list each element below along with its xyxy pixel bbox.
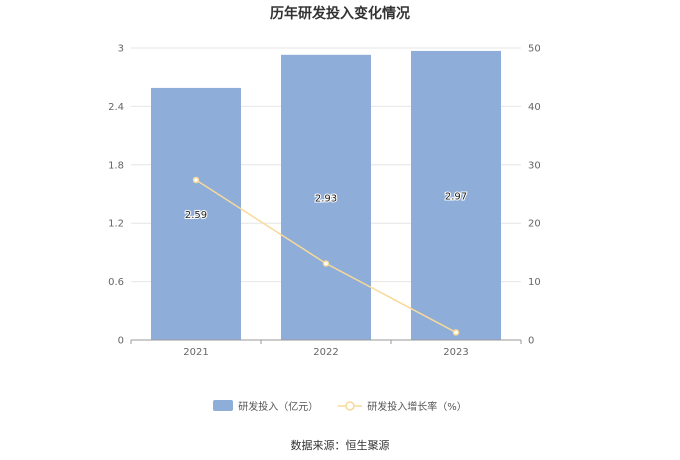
y-right-tick-label: 40 — [528, 102, 541, 113]
y-right-tick-label: 30 — [528, 160, 541, 171]
y-left-tick-label: 1.2 — [108, 219, 124, 230]
y-right-tick-label: 10 — [528, 277, 541, 288]
y-right-tick-label: 20 — [528, 219, 541, 230]
y-left-tick-label: 3 — [118, 44, 124, 55]
bar-value-label: 2.59 — [185, 210, 207, 221]
x-tick-label: 2021 — [183, 347, 208, 358]
growth-point-2021[interactable] — [192, 176, 200, 184]
x-tick-label: 2023 — [443, 347, 468, 358]
legend-line-swatch — [338, 400, 363, 411]
bar-value-label: 2.93 — [315, 193, 337, 204]
legend-bar-swatch — [213, 400, 234, 411]
line-series — [192, 176, 460, 336]
growth-point-2022[interactable] — [322, 260, 330, 267]
legend: 研发投入（亿元） 研发投入增长率（%） — [0, 398, 680, 413]
y-left-tick-label: 2.4 — [108, 102, 124, 113]
bar-2021[interactable] — [151, 87, 241, 340]
growth-point-2023[interactable] — [452, 329, 460, 336]
bar-data-labels: 2.59 2.93 2.97 — [184, 190, 468, 221]
x-tick-label: 2022 — [313, 347, 338, 358]
y-left-tick-label: 0 — [118, 336, 124, 347]
y-left-tick-label: 0.6 — [108, 277, 124, 288]
legend-line-label: 研发投入增长率（%） — [367, 402, 467, 413]
bar-value-label: 2.97 — [445, 191, 467, 202]
bar-2022[interactable] — [281, 54, 371, 341]
y-left-tick-label: 1.8 — [108, 160, 124, 171]
source-note: 数据来源：恒生聚源 — [290, 439, 390, 452]
chart-title: 历年研发投入变化情况 — [270, 6, 410, 22]
y-right-tick-label: 0 — [528, 336, 534, 347]
bar-series — [151, 50, 501, 341]
legend-item-bar[interactable]: 研发投入（亿元） — [213, 398, 318, 413]
bar-2023[interactable] — [411, 50, 501, 341]
y-right-tick-label: 50 — [528, 44, 541, 55]
legend-item-line[interactable]: 研发投入增长率（%） — [338, 398, 467, 413]
legend-bar-label: 研发投入（亿元） — [238, 402, 319, 413]
